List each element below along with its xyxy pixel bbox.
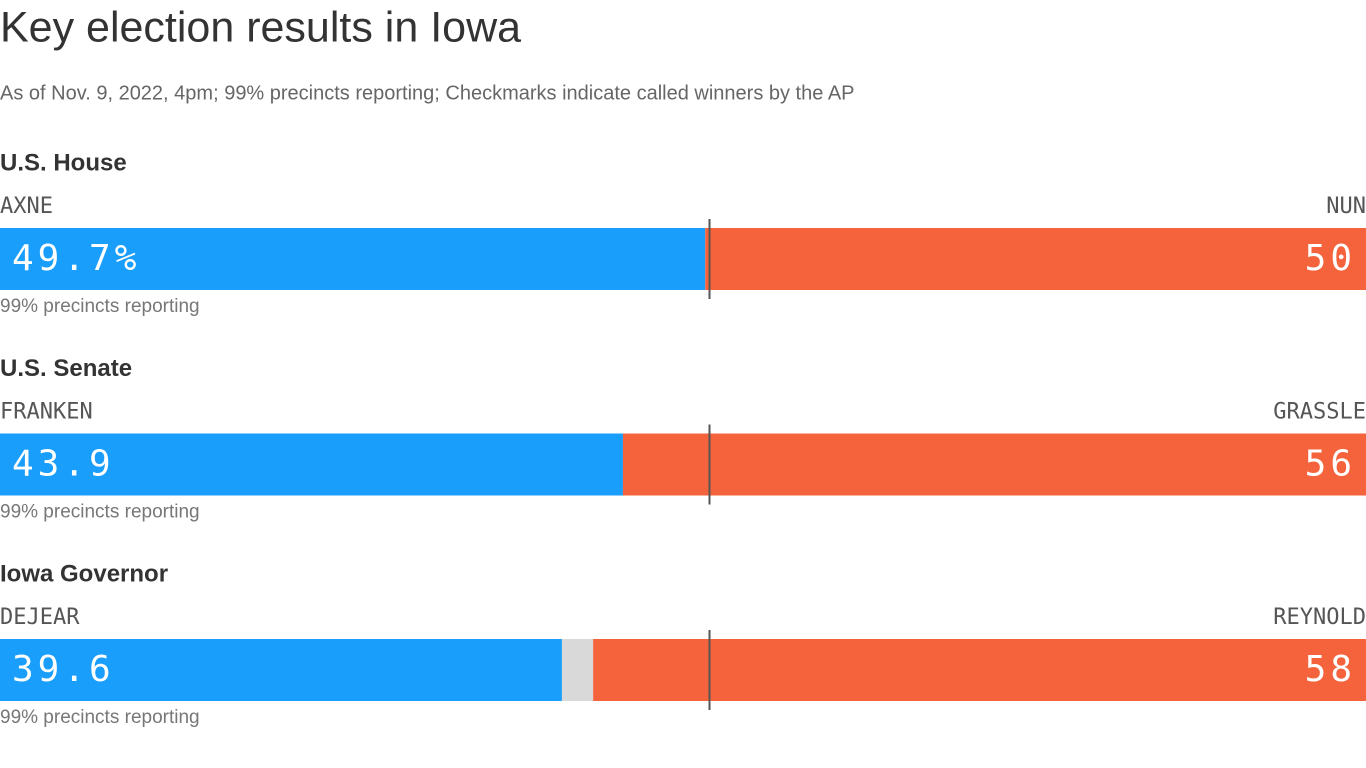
chart-subtitle: As of Nov. 9, 2022, 4pm; 99% precincts r… <box>0 82 855 104</box>
race-note: 99% precincts reporting <box>0 296 200 317</box>
bar-segment <box>705 228 1366 290</box>
bar-segment <box>0 639 562 701</box>
race-note: 99% precincts reporting <box>0 707 200 728</box>
race-note: 99% precincts reporting <box>0 502 200 523</box>
race-title: U.S. House <box>0 149 127 176</box>
value-label: 39.6 <box>12 649 115 690</box>
value-label: 49.7% <box>12 238 140 279</box>
candidate-name: FRANKEN <box>0 400 93 425</box>
candidate-name: AXNE <box>0 194 53 219</box>
chart-title: Key election results in Iowa <box>0 3 521 51</box>
bar-segment <box>0 433 623 496</box>
bar-segment <box>622 433 1366 496</box>
value-label: 43.9 <box>12 444 115 485</box>
bar-segment <box>593 639 1366 701</box>
bar-segment <box>0 228 706 290</box>
candidate-name: REYNOLD <box>1273 605 1366 630</box>
value-label: 56 <box>1305 444 1356 485</box>
race-title: Iowa Governor <box>0 560 168 587</box>
candidate-name: DEJEAR <box>0 605 80 630</box>
race-title: U.S. Senate <box>0 355 132 382</box>
candidate-name: GRASSLE <box>1273 400 1366 425</box>
value-label: 58 <box>1305 649 1356 690</box>
candidate-name: NUN <box>1326 194 1366 219</box>
value-label: 50 <box>1305 238 1356 279</box>
bar-segment <box>561 639 594 701</box>
